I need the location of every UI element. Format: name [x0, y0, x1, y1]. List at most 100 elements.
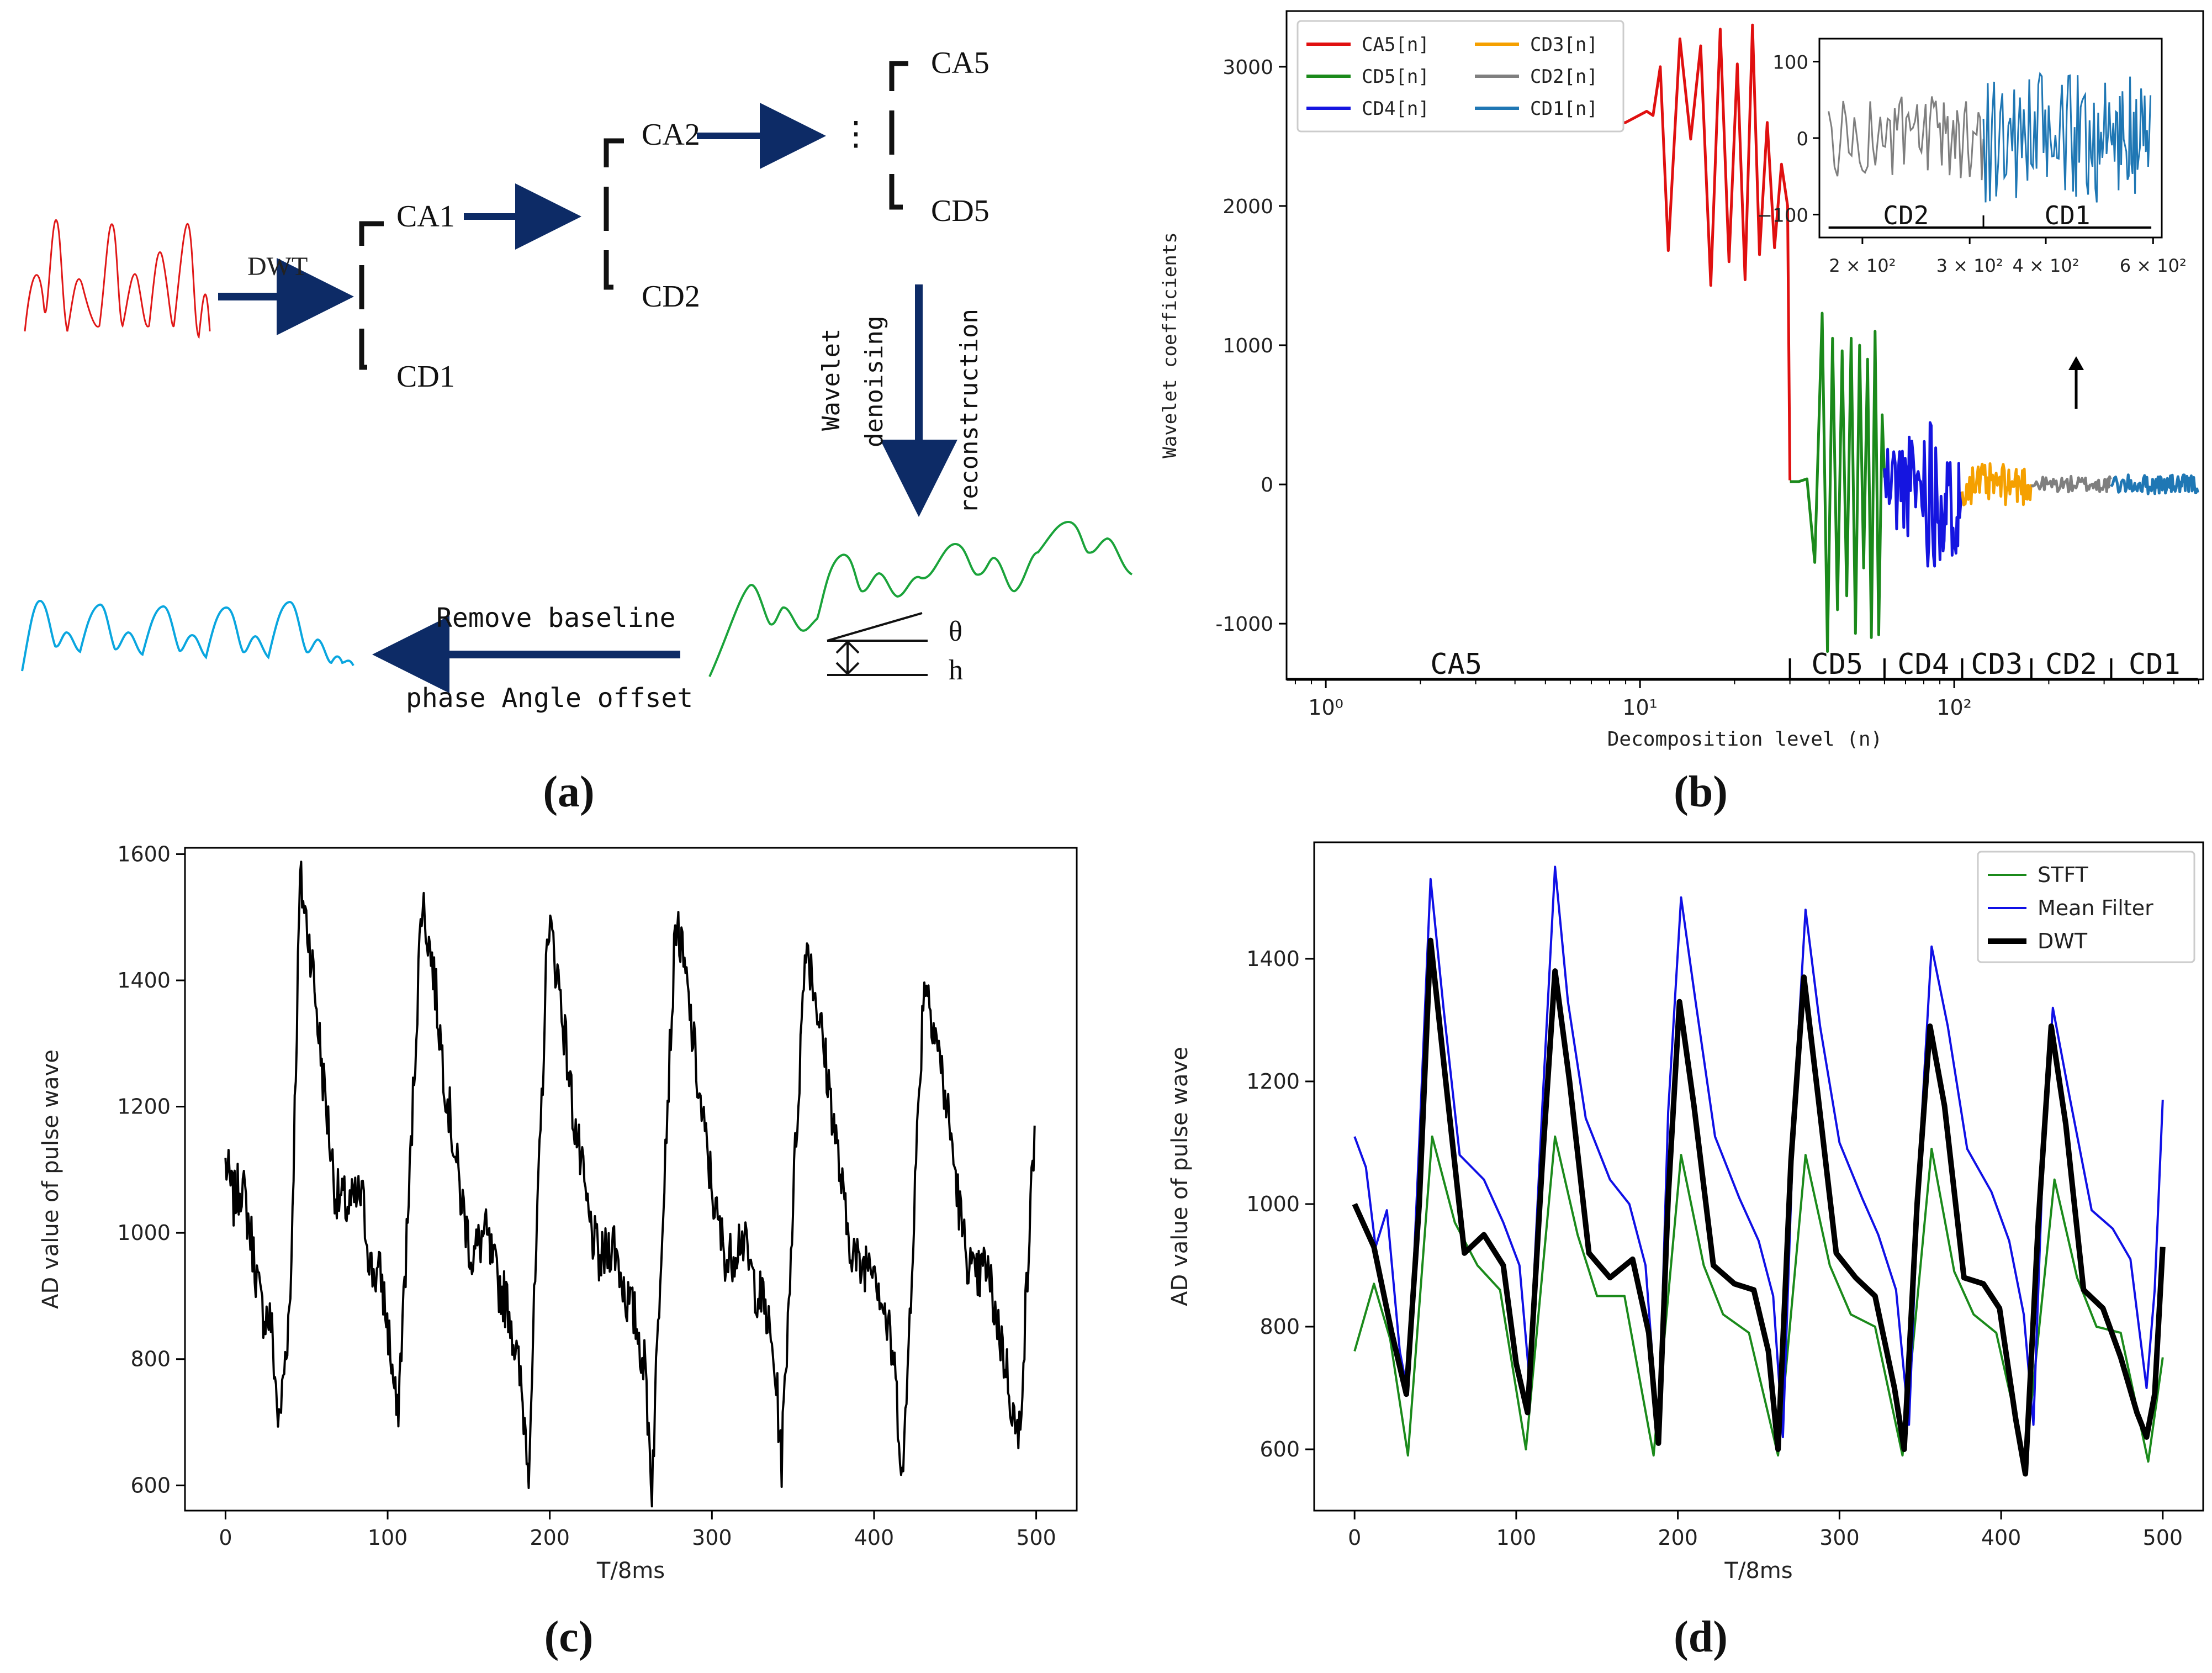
x-axis-label: T/8ms: [596, 1558, 665, 1584]
inset-y-tick-label: 0: [1796, 128, 1808, 150]
y-tick-label: -1000: [1215, 613, 1273, 636]
inset-x-tick-label: 2 × 10²: [1829, 255, 1896, 276]
x-tick-label: 400: [1981, 1526, 2022, 1550]
inset-series-cd1: [1982, 71, 2152, 203]
legend-label: CD2[n]: [1530, 66, 1598, 88]
y-tick-label: 2000: [1223, 196, 1273, 218]
x-tick-label: 10¹: [1622, 695, 1658, 720]
inset-segment-label: CD2: [1883, 200, 1929, 230]
series-line-mean-filter: [1353, 865, 2164, 1438]
x-tick-label: 0: [219, 1526, 232, 1550]
legend-label: Mean Filter: [2038, 896, 2153, 920]
bracket-level2: [604, 138, 624, 290]
y-tick-label: 800: [130, 1347, 171, 1371]
legend-box: [1977, 851, 2195, 963]
series-line-cd4: [1883, 421, 1963, 568]
bracket-level5: [889, 61, 908, 210]
inset-series-cd2: [1828, 96, 1985, 181]
legend-label: CA5[n]: [1362, 34, 1430, 56]
label-denoising: denoising: [860, 316, 888, 447]
y-tick-label: 1400: [1246, 947, 1300, 971]
panel-c-raw-pulse-wave: 0 100 200 300 400 500 600 800 1000 1200 1400 1600 T/…: [38, 842, 1078, 1584]
x-tick-label: 10⁰: [1308, 695, 1343, 720]
x-tick-label: 500: [1016, 1526, 1056, 1550]
x-tick-label: 0: [1348, 1526, 1361, 1550]
legend-label: CD3[n]: [1530, 34, 1598, 56]
y-tick-label: 1400: [117, 968, 171, 993]
clean-pulse-signal: [21, 600, 354, 672]
y-axis-label: AD value of pulse wave: [38, 1049, 63, 1309]
x-tick-label: 300: [1819, 1526, 1860, 1550]
x-tick-label: 200: [530, 1526, 570, 1550]
y-tick-label: 1000: [1223, 335, 1273, 357]
panel-label-b: (b): [1674, 768, 1728, 816]
segment-label: CD3: [1971, 648, 2023, 681]
label-reconstruction: reconstruction: [955, 309, 983, 514]
segment-label: CD4: [1897, 648, 1949, 681]
y-tick-label: 600: [1260, 1437, 1300, 1461]
y-axis-label: AD value of pulse wave: [1167, 1047, 1193, 1306]
y-tick-label: 800: [1260, 1315, 1300, 1339]
segment-label: CD5: [1811, 648, 1863, 681]
denoised-pulse-signal: [708, 520, 1133, 677]
offset-arrow-head-bottom: [835, 662, 860, 675]
series-line-dwt: [1352, 937, 2166, 1477]
y-tick-label: 1200: [117, 1095, 171, 1119]
x-tick-label: 100: [1496, 1526, 1537, 1550]
panel-label-a: (a): [543, 768, 594, 816]
inset-y-tick-label: −100: [1757, 204, 1808, 226]
series-line-cd5: [1790, 312, 1886, 653]
raw-pulse-signal: [24, 219, 211, 339]
inset-x-tick-label: 3 × 10²: [1936, 255, 2003, 276]
node-cd2: CD2: [642, 279, 700, 314]
series-line-cd2: [2030, 474, 2112, 494]
node-ca1: CA1: [396, 199, 455, 234]
x-axis-label: Decomposition level (n): [1607, 728, 1883, 751]
label-dwt: DWT: [247, 252, 308, 281]
y-tick-label: 1000: [117, 1221, 171, 1245]
y-tick-label: 1000: [1246, 1192, 1300, 1216]
label-phase-offset: phase Angle offset: [406, 683, 693, 714]
label-remove-baseline: Remove baseline: [436, 603, 675, 634]
panel-label-c: (c): [544, 1613, 594, 1661]
phase-angle-line: [827, 612, 923, 642]
y-tick-label: 3000: [1223, 56, 1273, 79]
legend-label: DWT: [2038, 929, 2088, 953]
node-cd5: CD5: [931, 194, 989, 228]
x-tick-label: 400: [854, 1526, 895, 1550]
inset-frame: [1818, 38, 2163, 239]
segment-label: CD2: [2045, 648, 2097, 681]
x-tick-label: 10²: [1936, 695, 1972, 720]
legend-label: CD4[n]: [1362, 98, 1430, 120]
x-axis-label: T/8ms: [1724, 1558, 1792, 1584]
segment-label: CD1: [2129, 648, 2181, 681]
legend-box: [1296, 20, 1624, 133]
y-tick-label: 0: [1261, 474, 1273, 497]
x-tick-label: 200: [1658, 1526, 1698, 1550]
panel-label-d: (d): [1674, 1613, 1728, 1661]
node-ca2: CA2: [642, 118, 700, 152]
legend-label: CD5[n]: [1362, 66, 1430, 88]
offset-arrow-head-top: [835, 640, 860, 654]
y-tick-label: 1200: [1246, 1069, 1300, 1094]
inset-x-tick-label: 6 × 10²: [2120, 255, 2187, 276]
inset-segment-label: CD1: [2045, 200, 2091, 230]
legend-label: CD1[n]: [1530, 98, 1598, 120]
y-tick-label: 600: [130, 1473, 171, 1497]
legend-label: STFT: [2038, 863, 2089, 887]
series-line-cd3: [1961, 462, 2033, 506]
inset-y-tick-label: 100: [1772, 52, 1808, 74]
node-ca5: CA5: [931, 46, 989, 80]
bracket-level1: [359, 221, 384, 370]
series-line-raw: [224, 861, 1036, 1508]
plot-frame: [184, 847, 1078, 1512]
segment-label: CA5: [1430, 648, 1482, 681]
label-theta: θ: [949, 616, 962, 647]
node-cd1: CD1: [396, 360, 455, 394]
series-line-cd1: [2110, 473, 2199, 495]
y-axis-label: Wavelet coefficients: [1159, 232, 1181, 458]
x-tick-label: 500: [2143, 1526, 2183, 1550]
label-h: h: [949, 655, 963, 686]
